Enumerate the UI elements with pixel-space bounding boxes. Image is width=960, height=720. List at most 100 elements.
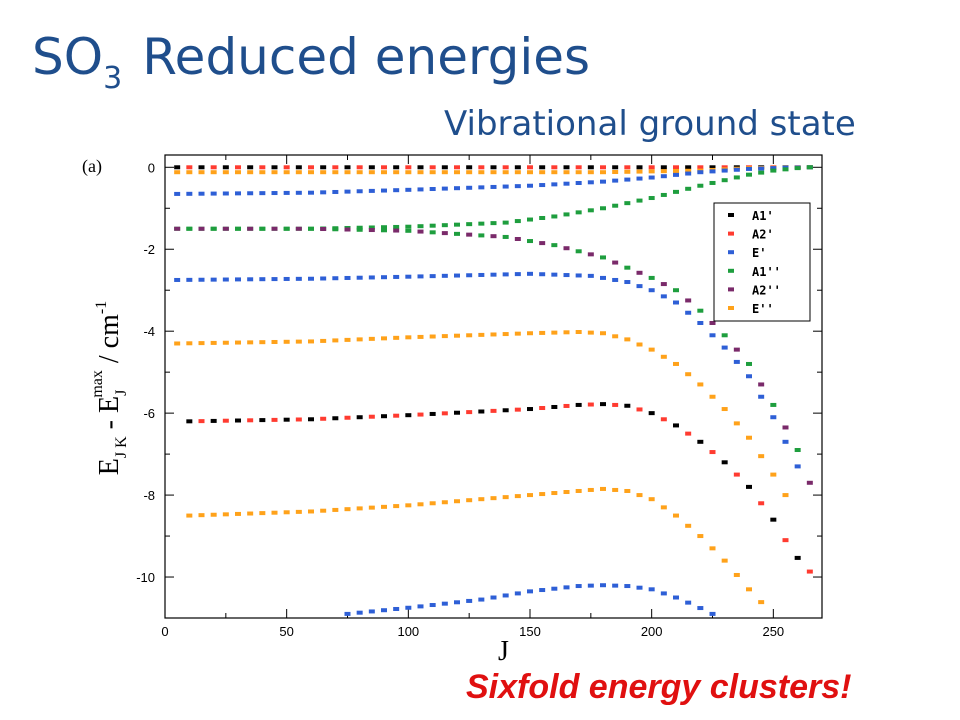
data-point xyxy=(746,374,752,379)
data-point xyxy=(685,186,692,191)
data-point xyxy=(368,609,375,614)
data-point xyxy=(198,341,205,346)
data-point xyxy=(502,165,509,170)
data-point xyxy=(490,170,497,175)
data-point xyxy=(478,165,485,170)
data-point xyxy=(344,507,351,512)
data-point xyxy=(454,222,460,227)
data-point xyxy=(660,174,667,179)
data-point xyxy=(332,276,339,281)
data-point xyxy=(502,220,509,225)
data-point xyxy=(368,188,375,193)
data-point xyxy=(381,225,387,230)
data-point xyxy=(782,538,789,543)
data-point xyxy=(222,512,229,517)
data-point xyxy=(174,226,181,231)
data-point xyxy=(259,226,266,231)
legend-marker xyxy=(728,287,734,292)
data-point xyxy=(381,608,387,613)
data-point xyxy=(283,226,290,231)
data-point xyxy=(624,265,631,270)
data-point xyxy=(320,190,327,195)
data-point xyxy=(441,601,448,606)
data-point xyxy=(648,411,655,416)
data-point xyxy=(502,170,509,175)
data-point xyxy=(247,226,254,231)
data-point xyxy=(478,233,485,238)
data-point xyxy=(709,165,716,170)
data-point xyxy=(648,275,655,280)
x-tick-label: 250 xyxy=(762,624,784,639)
data-point xyxy=(210,512,217,517)
data-point xyxy=(405,170,412,175)
data-point xyxy=(527,589,533,594)
data-point xyxy=(514,219,521,224)
data-point xyxy=(466,222,473,227)
data-point xyxy=(271,191,278,196)
data-point xyxy=(490,332,497,337)
data-point xyxy=(636,176,643,181)
data-point xyxy=(551,272,558,277)
data-point xyxy=(295,170,302,175)
data-point xyxy=(393,188,400,193)
data-point xyxy=(624,488,631,493)
data-point xyxy=(660,282,667,287)
data-point xyxy=(344,415,351,420)
data-point xyxy=(806,165,813,170)
data-point xyxy=(636,165,643,170)
data-point xyxy=(429,411,436,416)
data-point xyxy=(587,330,594,335)
data-point xyxy=(405,228,412,233)
data-point xyxy=(746,172,752,177)
data-point xyxy=(381,414,387,419)
data-point xyxy=(466,498,473,503)
data-point xyxy=(587,402,594,407)
data-point xyxy=(368,336,375,341)
data-point xyxy=(539,215,546,220)
legend-marker xyxy=(728,250,734,255)
data-point xyxy=(539,183,546,188)
data-point xyxy=(466,273,473,278)
data-point xyxy=(527,165,533,170)
data-point xyxy=(685,523,692,528)
data-point xyxy=(721,460,728,465)
data-point xyxy=(210,340,217,345)
data-point xyxy=(198,277,205,282)
data-point xyxy=(344,337,351,342)
data-point xyxy=(685,165,692,170)
data-point xyxy=(612,402,619,407)
data-point xyxy=(673,288,679,293)
data-point xyxy=(563,330,570,335)
data-point xyxy=(563,212,570,217)
data-point xyxy=(514,331,521,336)
data-point xyxy=(587,252,594,257)
data-point xyxy=(758,394,765,399)
data-point xyxy=(673,165,679,170)
data-point xyxy=(721,333,728,338)
data-point xyxy=(636,270,643,275)
y-tick-label: -10 xyxy=(136,570,155,585)
data-point xyxy=(490,165,497,170)
data-point xyxy=(344,275,351,280)
data-point xyxy=(746,484,752,489)
data-point xyxy=(636,169,643,174)
data-point xyxy=(429,501,436,506)
data-point xyxy=(295,165,302,170)
data-point xyxy=(429,165,436,170)
data-point xyxy=(527,183,533,188)
data-point xyxy=(782,439,789,444)
legend-marker xyxy=(728,213,734,217)
data-point xyxy=(575,210,582,215)
data-point xyxy=(405,413,412,418)
data-point xyxy=(247,340,254,345)
data-point xyxy=(624,337,631,342)
data-point xyxy=(709,450,716,455)
data-point xyxy=(235,170,241,175)
data-point xyxy=(660,165,667,170)
data-point xyxy=(673,189,679,194)
data-point xyxy=(648,288,655,293)
data-point xyxy=(673,361,679,366)
data-point xyxy=(600,206,606,211)
data-point xyxy=(429,334,436,339)
